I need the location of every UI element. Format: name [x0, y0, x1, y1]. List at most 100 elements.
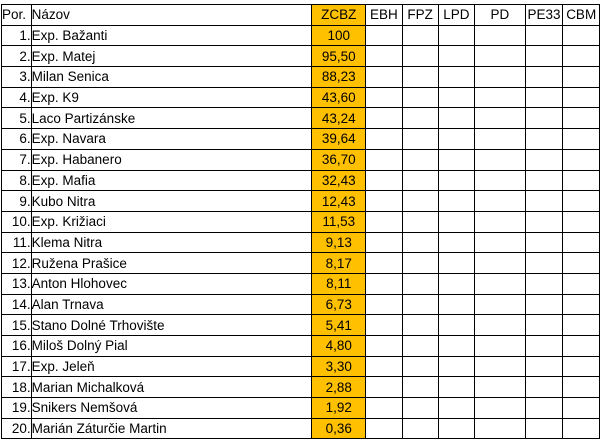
cell-fpz: [401, 24, 439, 47]
cell-pe33: [524, 24, 564, 47]
cell-pd: [474, 355, 526, 378]
cell-zcbz: 36,70: [311, 148, 367, 171]
header-lpd: LPD: [437, 4, 476, 26]
cell-lpd: [437, 128, 476, 150]
cell-nazov: Miloš Dolný Pial: [30, 335, 313, 357]
cell-nazov: Snikers Nemšová: [30, 397, 313, 419]
table-row: 13. Anton Hlohovec 8,11: [1, 272, 600, 295]
cell-por: 15.: [1, 314, 32, 336]
cell-ebh: [365, 210, 403, 233]
cell-pe33: [524, 210, 564, 233]
cell-pd: [474, 272, 526, 295]
cell-lpd: [437, 231, 476, 254]
header-ebh: EBH: [365, 4, 403, 26]
cell-por: 5.: [1, 107, 32, 130]
cell-ebh: [365, 169, 403, 192]
cell-pe33: [524, 355, 564, 378]
table-row: 3. Milan Senica 88,23: [1, 66, 600, 88]
cell-pd: [474, 210, 526, 233]
cell-lpd: [437, 107, 476, 130]
cell-zcbz: 32,43: [311, 169, 367, 192]
cell-pe33: [524, 272, 564, 295]
cell-zcbz: 2,88: [311, 376, 367, 399]
cell-ebh: [365, 293, 403, 316]
cell-pd: [474, 231, 526, 254]
cell-lpd: [437, 24, 476, 47]
cell-cbm: [562, 376, 600, 399]
cell-ebh: [365, 86, 403, 109]
cell-zcbz: 12,43: [311, 190, 367, 212]
cell-nazov: Ružena Prašice: [30, 252, 313, 274]
cell-pe33: [524, 293, 564, 316]
table-row: 2. Exp. Matej 95,50: [1, 45, 600, 68]
cell-por: 12.: [1, 252, 32, 274]
cell-cbm: [562, 107, 600, 130]
cell-por: 2.: [1, 45, 32, 68]
cell-pe33: [524, 128, 564, 150]
cell-fpz: [401, 417, 439, 440]
cell-fpz: [401, 397, 439, 419]
cell-fpz: [401, 190, 439, 212]
cell-fpz: [401, 86, 439, 109]
cell-nazov: Milan Senica: [30, 66, 313, 88]
cell-nazov: Exp. Habanero: [30, 148, 313, 171]
table-row: 9. Kubo Nitra 12,43: [1, 190, 600, 212]
cell-por: 8.: [1, 169, 32, 192]
cell-cbm: [562, 210, 600, 233]
cell-pe33: [524, 314, 564, 336]
header-por: Por.: [1, 4, 32, 26]
cell-zcbz: 100: [311, 24, 367, 47]
cell-pe33: [524, 397, 564, 419]
cell-nazov: Exp. Bažanti: [30, 24, 313, 47]
table-row: 16. Miloš Dolný Pial 4,80: [1, 335, 600, 357]
header-nazov: Názov: [30, 4, 313, 26]
cell-por: 10.: [1, 210, 32, 233]
cell-ebh: [365, 376, 403, 399]
table-row: 5. Laco Partizánske 43,24: [1, 107, 600, 130]
cell-ebh: [365, 107, 403, 130]
cell-ebh: [365, 272, 403, 295]
cell-lpd: [437, 376, 476, 399]
cell-zcbz: 39,64: [311, 128, 367, 150]
cell-zcbz: 5,41: [311, 314, 367, 336]
cell-por: 16.: [1, 335, 32, 357]
cell-pe33: [524, 107, 564, 130]
cell-pd: [474, 24, 526, 47]
cell-lpd: [437, 397, 476, 419]
cell-lpd: [437, 45, 476, 68]
table-row: 19. Snikers Nemšová 1,92: [1, 397, 600, 419]
cell-cbm: [562, 66, 600, 88]
cell-por: 1.: [1, 24, 32, 47]
cell-lpd: [437, 335, 476, 357]
cell-pe33: [524, 335, 564, 357]
cell-ebh: [365, 45, 403, 68]
ranking-table: Por. Názov ZCBZ EBH FPZ LPD PD PE33 CBM …: [1, 4, 600, 440]
cell-cbm: [562, 169, 600, 192]
cell-lpd: [437, 293, 476, 316]
cell-por: 18.: [1, 376, 32, 399]
cell-lpd: [437, 169, 476, 192]
cell-fpz: [401, 45, 439, 68]
cell-lpd: [437, 66, 476, 88]
cell-pe33: [524, 148, 564, 171]
cell-nazov: Exp. Navara: [30, 128, 313, 150]
cell-cbm: [562, 128, 600, 150]
cell-pd: [474, 397, 526, 419]
cell-lpd: [437, 252, 476, 274]
table-row: 8. Exp. Mafia 32,43: [1, 169, 600, 192]
cell-ebh: [365, 66, 403, 88]
cell-zcbz: 4,80: [311, 335, 367, 357]
cell-pe33: [524, 86, 564, 109]
cell-fpz: [401, 128, 439, 150]
cell-por: 19.: [1, 397, 32, 419]
cell-nazov: Exp. Mafia: [30, 169, 313, 192]
table-body: 1. Exp. Bažanti 100 2. Exp. Matej 95,50 3. Mila…: [1, 24, 600, 440]
cell-fpz: [401, 210, 439, 233]
cell-fpz: [401, 231, 439, 254]
table-row: 14. Alan Trnava 6,73: [1, 293, 600, 316]
cell-cbm: [562, 24, 600, 47]
cell-por: 11.: [1, 231, 32, 254]
cell-pe33: [524, 417, 564, 440]
table-row: 15. Stano Dolné Trhovište 5,41: [1, 314, 600, 336]
cell-fpz: [401, 252, 439, 274]
